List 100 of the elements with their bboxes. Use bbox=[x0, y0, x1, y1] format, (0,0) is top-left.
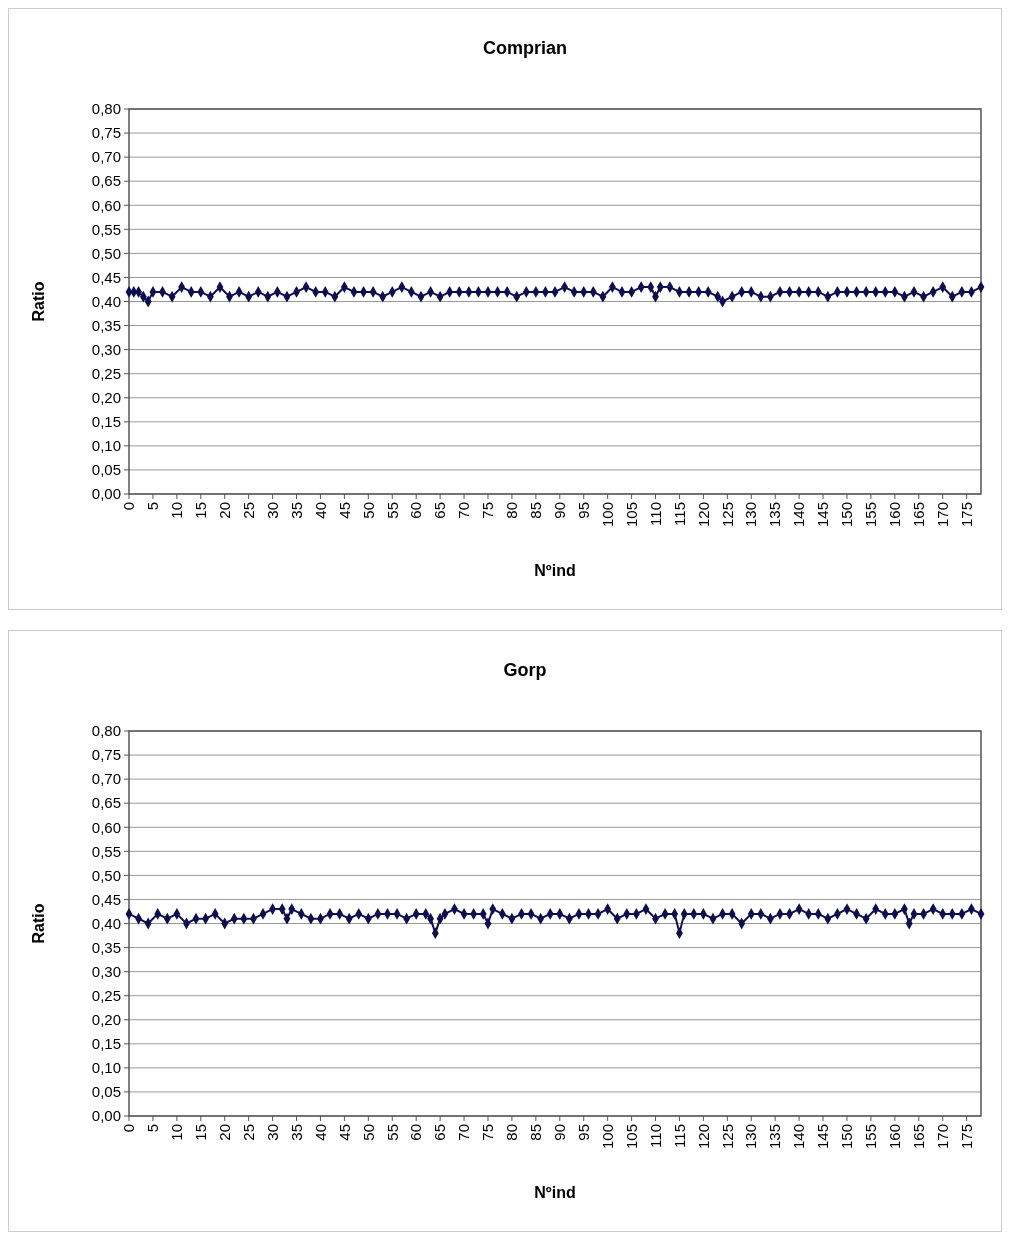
x-tick-label: 175 bbox=[957, 1124, 975, 1150]
x-tick-label: 60 bbox=[407, 502, 425, 519]
y-tick-label: 0,60 bbox=[91, 818, 121, 836]
y-tick-label: 0,00 bbox=[91, 1107, 121, 1125]
x-tick-label: 140 bbox=[790, 1124, 808, 1150]
y-tick-label: 0,35 bbox=[91, 938, 121, 956]
x-axis-title: Nºind bbox=[534, 1184, 576, 1201]
x-tick-label: 95 bbox=[574, 502, 592, 519]
x-tick-label: 130 bbox=[742, 1124, 760, 1150]
x-tick-label: 95 bbox=[574, 1124, 592, 1141]
y-tick-label: 0,65 bbox=[91, 794, 121, 812]
y-tick-label: 0,65 bbox=[91, 172, 121, 190]
y-tick-label: 0,20 bbox=[91, 389, 121, 406]
y-tick-label: 0,70 bbox=[91, 770, 121, 788]
y-tick-label: 0,35 bbox=[91, 316, 121, 334]
y-tick-label: 0,75 bbox=[91, 746, 121, 764]
x-tick-label: 145 bbox=[814, 1124, 832, 1150]
x-tick-label: 130 bbox=[742, 502, 760, 528]
y-tick-label: 0,30 bbox=[91, 962, 121, 980]
x-tick-label: 65 bbox=[431, 502, 449, 519]
x-tick-label: 25 bbox=[239, 1124, 257, 1141]
x-tick-label: 90 bbox=[551, 1124, 569, 1141]
x-tick-label: 120 bbox=[694, 502, 712, 528]
x-tick-label: 165 bbox=[910, 1124, 928, 1150]
x-tick-label: 35 bbox=[287, 1124, 305, 1141]
y-axis-title: Ratio bbox=[30, 903, 47, 944]
x-tick-label: 75 bbox=[479, 1124, 497, 1141]
x-tick-label: 20 bbox=[215, 1124, 233, 1141]
y-tick-label: 0,50 bbox=[91, 244, 121, 262]
x-tick-label: 155 bbox=[862, 1124, 880, 1150]
x-tick-label: 80 bbox=[503, 502, 521, 519]
x-tick-label: 50 bbox=[359, 1124, 377, 1141]
x-tick-label: 30 bbox=[263, 1124, 281, 1141]
x-tick-label: 45 bbox=[335, 1124, 353, 1141]
x-tick-label: 135 bbox=[766, 1124, 784, 1150]
x-tick-label: 110 bbox=[646, 1124, 664, 1148]
x-tick-label: 60 bbox=[407, 1124, 425, 1141]
x-tick-label: 100 bbox=[598, 502, 616, 528]
x-tick-label: 165 bbox=[910, 502, 928, 528]
x-tick-label: 105 bbox=[622, 502, 640, 528]
x-tick-label: 55 bbox=[383, 502, 401, 519]
x-tick-label: 115 bbox=[670, 502, 688, 526]
x-tick-label: 40 bbox=[311, 1124, 329, 1141]
x-tick-label: 65 bbox=[431, 1124, 449, 1141]
x-tick-label: 20 bbox=[215, 502, 233, 519]
y-tick-label: 0,40 bbox=[91, 914, 121, 932]
y-tick-label: 0,70 bbox=[91, 148, 121, 166]
y-tick-label: 0,30 bbox=[91, 340, 121, 358]
x-tick-label: 85 bbox=[527, 1124, 545, 1141]
x-tick-label: 125 bbox=[718, 502, 736, 528]
x-tick-label: 75 bbox=[479, 502, 497, 519]
x-tick-label: 170 bbox=[933, 502, 951, 528]
x-tick-label: 140 bbox=[790, 502, 808, 528]
y-tick-label: 0,50 bbox=[91, 866, 121, 884]
y-tick-label: 0,10 bbox=[91, 1059, 121, 1077]
x-tick-label: 105 bbox=[622, 1124, 640, 1150]
x-tick-label: 50 bbox=[359, 502, 377, 519]
y-axis-title: Ratio bbox=[30, 281, 47, 322]
x-tick-label: 135 bbox=[766, 502, 784, 528]
y-tick-label: 0,45 bbox=[91, 890, 121, 908]
x-tick-label: 160 bbox=[886, 502, 904, 528]
chart-title: Comprian bbox=[482, 38, 568, 58]
y-tick-label: 0,00 bbox=[91, 485, 121, 503]
y-tick-label: 0,45 bbox=[91, 268, 121, 286]
y-tick-label: 0,60 bbox=[91, 196, 121, 214]
x-tick-label: 5 bbox=[144, 1124, 162, 1133]
x-tick-label: 70 bbox=[455, 1124, 473, 1141]
x-tick-label: 15 bbox=[192, 502, 210, 519]
y-tick-label: 0,55 bbox=[91, 842, 121, 860]
x-tick-label: 100 bbox=[598, 1124, 616, 1150]
x-tick-label: 150 bbox=[838, 502, 856, 528]
x-tick-label: 145 bbox=[814, 502, 832, 528]
x-tick-label: 155 bbox=[862, 502, 880, 528]
x-tick-label: 125 bbox=[718, 1124, 736, 1150]
y-tick-label: 0,75 bbox=[91, 124, 121, 142]
y-tick-label: 0,80 bbox=[91, 722, 121, 740]
x-tick-label: 35 bbox=[287, 502, 305, 519]
x-tick-label: 25 bbox=[239, 502, 257, 519]
y-tick-label: 0,20 bbox=[91, 1011, 121, 1028]
x-tick-label: 55 bbox=[383, 1124, 401, 1141]
x-axis-title: Nºind bbox=[534, 562, 576, 579]
x-tick-label: 150 bbox=[838, 1124, 856, 1150]
y-tick-label: 0,80 bbox=[91, 100, 121, 118]
y-tick-label: 0,05 bbox=[91, 1083, 121, 1101]
y-tick-label: 0,05 bbox=[91, 461, 121, 479]
x-tick-label: 90 bbox=[551, 502, 569, 519]
x-tick-label: 115 bbox=[670, 1124, 688, 1148]
x-tick-label: 45 bbox=[335, 502, 353, 519]
y-tick-label: 0,40 bbox=[91, 292, 121, 310]
x-tick-label: 85 bbox=[527, 502, 545, 519]
x-tick-label: 5 bbox=[144, 502, 162, 511]
y-tick-label: 0,25 bbox=[91, 986, 121, 1004]
x-tick-label: 110 bbox=[646, 502, 664, 526]
y-tick-label: 0,15 bbox=[91, 1035, 121, 1053]
x-tick-label: 0 bbox=[120, 502, 138, 511]
y-tick-label: 0,15 bbox=[91, 413, 121, 431]
x-tick-label: 170 bbox=[933, 1124, 951, 1150]
x-tick-label: 40 bbox=[311, 502, 329, 519]
x-tick-label: 30 bbox=[263, 502, 281, 519]
x-tick-label: 175 bbox=[957, 502, 975, 528]
